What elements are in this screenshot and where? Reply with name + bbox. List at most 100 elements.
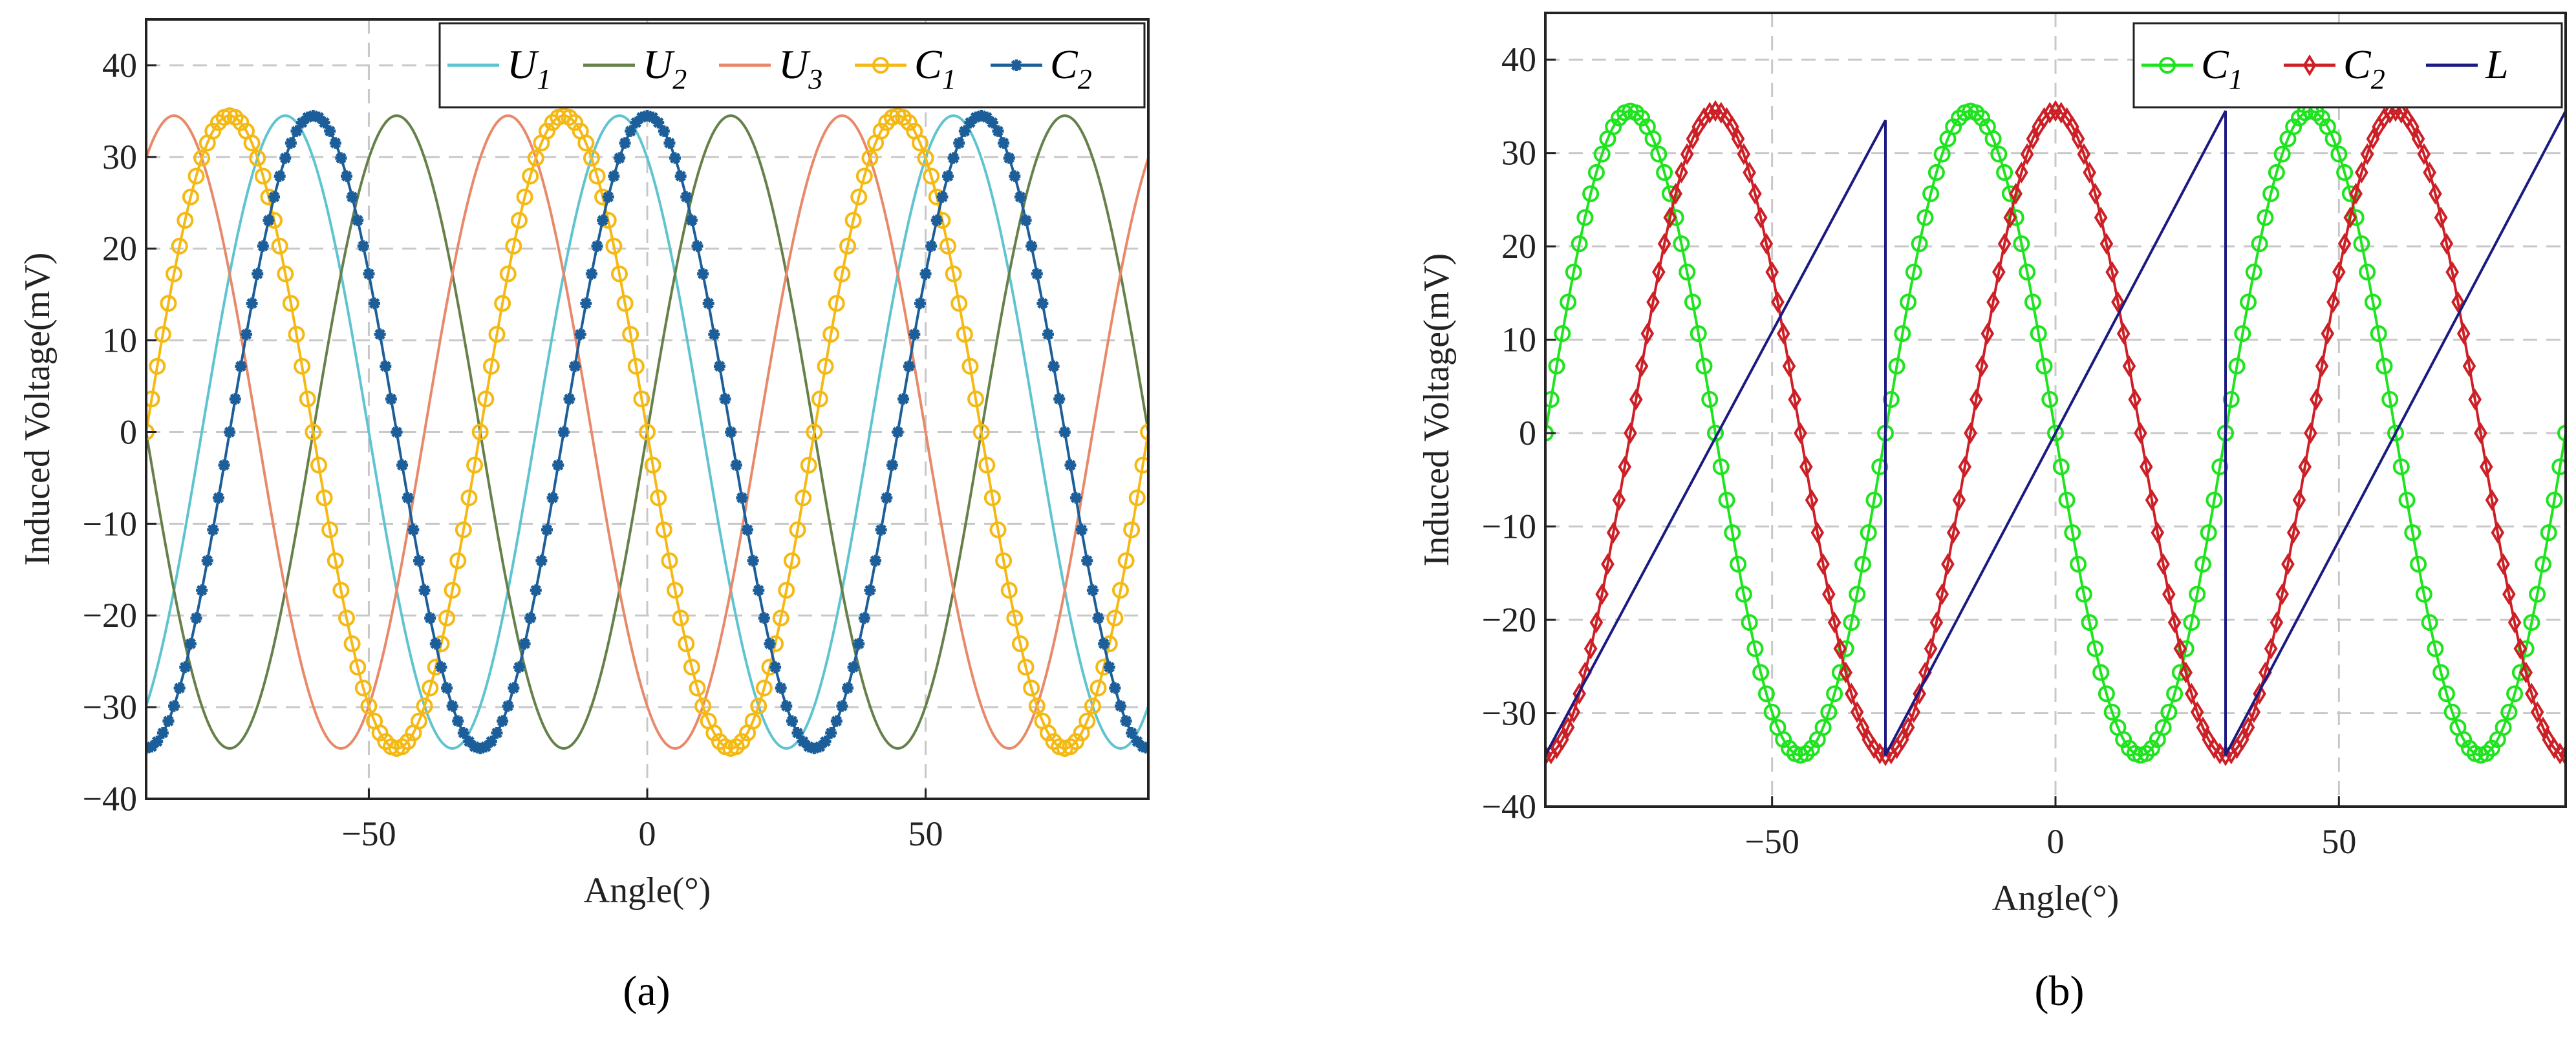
data-point-c1 [1984,130,2002,147]
y-tick-label: 40 [1501,40,1536,79]
data-point-c2 [613,152,625,164]
data-point-c1 [2030,325,2047,343]
data-point-c2 [1952,489,1966,511]
data-point-c2 [2456,323,2471,344]
data-point-c2 [263,214,275,226]
data-point-c1 [610,265,628,282]
data-point-c2 [591,240,603,252]
data-point-c1 [416,697,433,715]
data-point-c2 [2111,291,2125,313]
data-point-c1 [855,167,873,185]
data-point-c2 [647,111,659,123]
data-point-c1 [1735,586,1752,603]
data-point-c2 [719,393,731,405]
data-point-c2 [352,214,364,226]
data-point-c2 [730,459,742,471]
data-point-c2 [1975,355,1989,377]
panel-a: −50 0 50 −40 −30 −20 −10 0 10 20 30 40 Angle(°) Induc… [17,18,1150,1015]
data-point-c2 [769,661,782,673]
data-point-c1 [354,679,372,697]
data-point-c2 [925,240,938,252]
data-point-c2 [2332,261,2346,283]
data-point-c1 [360,697,378,715]
data-point-c2 [2337,233,2352,255]
data-point-c2 [2190,701,2204,723]
y-tick-label: 30 [102,138,137,176]
data-point-c1 [182,188,199,206]
data-point-c2 [2536,716,2550,739]
data-point-c1 [149,357,166,375]
data-point-c1 [705,725,723,742]
grid [1545,13,2566,808]
data-point-c1 [1718,491,1735,509]
data-point-c2 [786,715,798,727]
data-point-c1 [2081,614,2098,631]
data-point-c2 [1126,727,1138,739]
legend-label: C2 [2343,41,2385,95]
data-point-c2 [1042,328,1054,341]
data-point-c1 [694,697,712,715]
data-point-c1 [989,521,1007,538]
data-point-c1 [833,265,851,282]
data-point-c2 [2423,162,2436,184]
data-point-c2 [2548,737,2561,759]
data-point-c1 [2024,293,2041,311]
data-point-c1 [477,390,495,408]
data-point-c2 [2162,583,2176,606]
data-point-c2 [1935,583,1949,606]
data-point-c2 [179,661,191,673]
data-point-c1 [1028,697,1046,715]
data-point-c1 [1922,185,1940,202]
data-point-c2 [870,555,882,567]
data-point-c1 [1684,293,1701,311]
data-point-c1 [254,167,272,185]
data-point-c1 [1871,458,1889,476]
data-point-c2 [1657,233,1671,255]
data-point-c2 [1092,612,1104,624]
data-point-c2 [819,736,832,748]
data-point-c2 [708,328,720,341]
data-point-c1 [399,733,416,750]
data-point-c2 [2304,422,2317,444]
data-point-c1 [2177,640,2195,657]
data-point-c1 [243,134,261,152]
data-point-c2 [357,240,369,252]
data-point-c2 [1629,388,1643,410]
data-point-c2 [1878,744,1893,767]
data-point-c2 [1788,388,1802,410]
data-point-c2 [1686,127,1700,150]
data-point-c1 [2206,491,2223,509]
data-point-c2 [2292,489,2306,511]
data-point-c2 [541,524,553,536]
data-point-c2 [608,170,620,182]
data-point-c1 [923,167,940,185]
y-tick-label: −10 [1482,507,1536,546]
data-point-c1 [956,326,973,343]
data-point-c1 [2035,357,2053,375]
data-point-c2 [1624,422,1637,444]
data-point-c2 [246,297,258,310]
data-point-c2 [886,459,898,471]
data-point-c1 [332,582,350,599]
data-point-c1 [2211,458,2229,476]
data-point-c1 [349,659,367,676]
y-tick-label: 40 [102,46,137,85]
data-point-c2 [1109,682,1121,694]
data-point-c2 [747,555,759,567]
data-point-c2 [1816,553,1830,575]
data-point-c2 [2094,206,2108,229]
data-point-c2 [1771,291,1785,313]
data-point-c2 [1651,261,1666,283]
data-point-c2 [2491,522,2505,544]
y-axis-title: Induced Voltage(mV) [1417,253,1457,567]
data-point-c1 [321,521,339,538]
data-point-c2 [953,137,965,149]
data-point-c1 [633,390,650,408]
data-point-c1 [1695,357,1713,375]
data-point-c2 [2043,101,2057,124]
data-point-c1 [2154,719,2172,736]
data-point-c2 [2479,456,2493,478]
data-point-c1 [171,237,188,255]
data-point-c1 [655,521,672,538]
